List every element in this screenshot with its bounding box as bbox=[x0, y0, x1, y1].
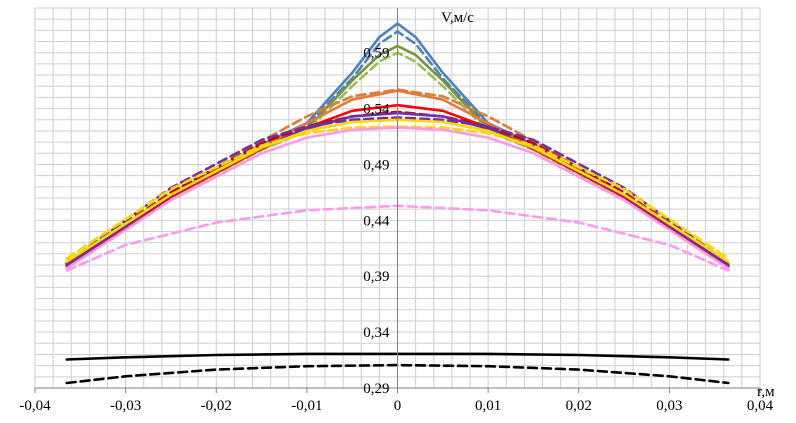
x-tick-label: 0,02 bbox=[566, 398, 592, 414]
x-tick-label: 0,01 bbox=[475, 398, 501, 414]
y-tick-label: 0,49 bbox=[363, 157, 389, 173]
y-tick-label: 0,34 bbox=[363, 325, 390, 341]
y-tick-label: 0,29 bbox=[363, 381, 389, 397]
x-tick-label: -0,04 bbox=[19, 398, 51, 414]
x-tick-label: 0,04 bbox=[747, 398, 774, 414]
x-tick-label: -0,03 bbox=[110, 398, 141, 414]
x-tick-label: 0,03 bbox=[656, 398, 682, 414]
x-tick-label: 0 bbox=[394, 398, 402, 414]
y-axis-label: V,м/с bbox=[441, 10, 474, 26]
y-tick-label: 0,59 bbox=[363, 46, 389, 62]
axes bbox=[34, 8, 761, 393]
x-axis-label: r,м bbox=[757, 384, 775, 400]
x-tick-label: -0,02 bbox=[201, 398, 232, 414]
y-tick-label: 0,54 bbox=[363, 102, 390, 118]
y-tick-label: 0,39 bbox=[363, 269, 389, 285]
x-tick-label: -0,01 bbox=[291, 398, 322, 414]
y-tick-label: 0,44 bbox=[363, 213, 390, 229]
tick-labels: -0,04 -0,03 -0,02 -0,01 0 0,01 0,02 0,03 0,04 0,2… bbox=[19, 46, 773, 414]
